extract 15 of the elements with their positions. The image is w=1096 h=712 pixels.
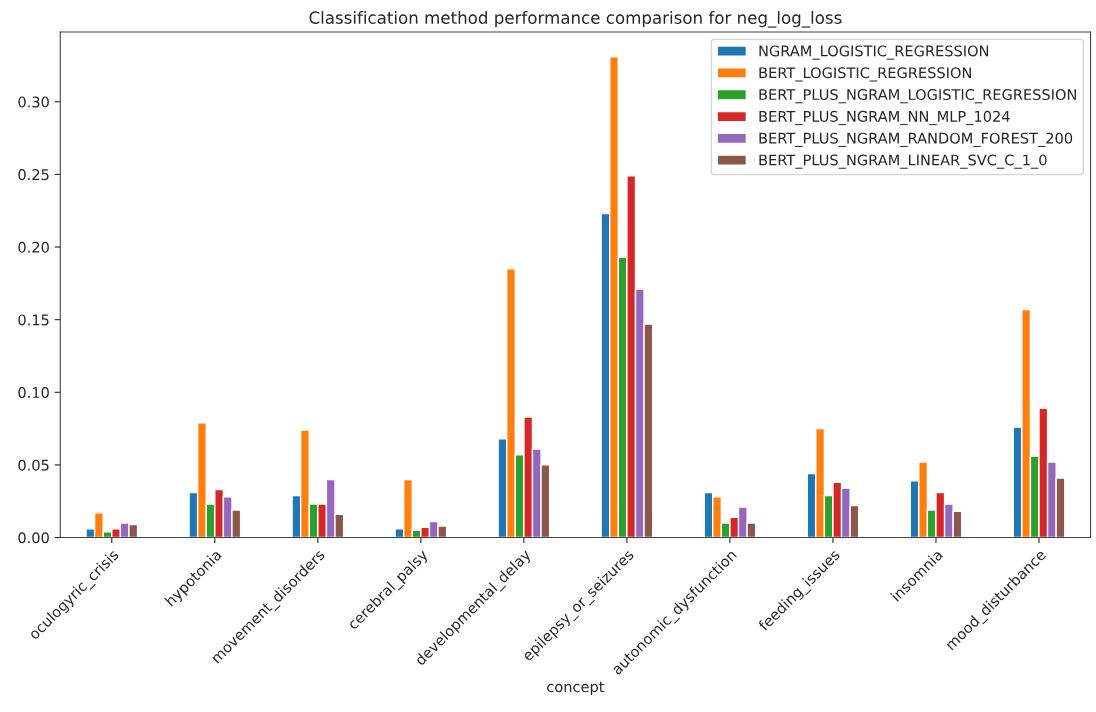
y-tick-label: 0.10: [18, 387, 49, 399]
legend-label: NGRAM_LOGISTIC_REGRESSION: [759, 45, 989, 60]
y-tick-label: 0.05: [18, 459, 49, 471]
y-tick-label: 0.25: [18, 169, 49, 181]
legend-label: BERT_PLUS_NGRAM_LOGISTIC_REGRESSION: [759, 89, 1076, 104]
x-axis-title: concept: [547, 681, 605, 696]
y-tick-label: 0.15: [18, 314, 49, 326]
y-tick-label: 0.00: [18, 532, 49, 544]
legend-label: BERT_LOGISTIC_REGRESSION: [759, 67, 971, 82]
chart-title: Classification method performance comparison for neg_log_loss: [309, 11, 842, 28]
y-tick-label: 0.20: [18, 241, 49, 253]
legend-label: BERT_PLUS_NGRAM_RANDOM_FOREST_200: [759, 132, 1073, 147]
legend-label: BERT_PLUS_NGRAM_NN_MLP_1024: [759, 110, 1010, 126]
legend-label: BERT_PLUS_NGRAM_LINEAR_SVC_C_1_0: [759, 154, 1047, 169]
y-tick-label: 0.30: [18, 96, 49, 108]
